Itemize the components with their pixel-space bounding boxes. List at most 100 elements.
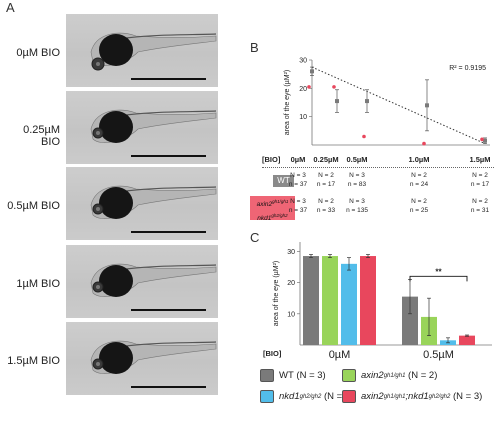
embryo-drawing: [90, 185, 217, 219]
count-n: n = 25: [409, 207, 429, 214]
bar: [402, 296, 418, 345]
y-axis-title: area of the eye (µM²): [273, 261, 280, 327]
mutant-label-axin2-sup: gh1/gh1: [272, 199, 289, 204]
count-n: n = 37: [288, 181, 308, 188]
scale-bar: [131, 231, 206, 233]
bar: [303, 256, 319, 345]
data-point-wt: [335, 99, 339, 104]
panel-b-letter: B: [250, 40, 259, 55]
legend-count: (N = 3): [293, 370, 326, 381]
legend-swatch: [342, 390, 356, 403]
count-N: N = 3: [349, 198, 365, 205]
trend-line: [311, 66, 486, 145]
data-point-mutant: [480, 137, 484, 142]
panel-a-letter: A: [6, 0, 15, 15]
embryo-micrograph: [66, 245, 218, 318]
bar: [322, 256, 338, 345]
count-N: N = 2: [411, 172, 427, 179]
y-tick-label: 10: [299, 114, 307, 121]
count-N: N = 2: [472, 172, 488, 179]
legend-swatch: [260, 390, 274, 403]
data-point-mutant: [332, 85, 336, 89]
y-tick-label: 30: [287, 249, 295, 256]
count-N: N = 2: [318, 198, 334, 205]
legend-label: axin2: [361, 391, 384, 402]
panel-b-bio-label: [BIO]: [262, 155, 281, 164]
concentration-label: 0.5µM BIO: [7, 200, 60, 212]
legend-swatch: [342, 369, 356, 382]
legend-label-sup2: gh2/gh2: [428, 393, 451, 400]
panel-c-letter: C: [250, 230, 260, 245]
data-point-mutant: [422, 141, 426, 146]
count-n: n = 17: [316, 181, 336, 188]
count-n: n = 31: [470, 207, 490, 214]
count-n: n = 24: [409, 181, 429, 188]
legend-count: (N = 2): [405, 370, 438, 381]
y-tick-label: 10: [287, 311, 295, 318]
scale-bar: [131, 155, 206, 157]
concentration-header: 0.5µM: [346, 155, 368, 164]
embryo-micrograph: [66, 14, 218, 87]
count-n: n = 37: [288, 207, 308, 214]
embryo-drawing: [90, 340, 217, 374]
bar: [421, 316, 437, 345]
concentration-header: 0µM: [290, 155, 306, 164]
y-axis-title: area of the eye (µM²): [284, 70, 291, 136]
category-label: 0µM: [329, 349, 351, 361]
legend-label-sup: gh1/gh1: [383, 393, 406, 400]
legend-label: axin2: [361, 370, 384, 381]
legend-label-sup: gh1/gh1: [383, 372, 406, 379]
concentration-header: 1.0µM: [408, 155, 430, 164]
data-point-mutant: [362, 134, 366, 139]
legend-label-mid: ;nkd1: [405, 391, 429, 402]
concentration-label: 0.25µM BIO: [23, 124, 60, 148]
count-n: n = 83: [347, 181, 367, 188]
table-separator: [262, 167, 494, 168]
mutant-genotype-badge: axin2gh1/gh1 nkd1gh2/gh2: [250, 196, 295, 223]
bar: [459, 335, 475, 345]
embryo-drawing: [90, 32, 217, 71]
bar: [440, 340, 456, 345]
embryo-drawing: [90, 109, 217, 143]
legend-count: (N = 3): [450, 391, 483, 402]
concentration-header: 0.25µM: [313, 155, 339, 164]
legend-label-sup: gh2/gh2: [299, 393, 322, 400]
mutant-label-axin2: axin2: [256, 201, 273, 209]
category-label: 0.5µM: [423, 349, 454, 361]
y-tick-label: 20: [299, 86, 307, 93]
scale-bar: [131, 309, 206, 311]
y-tick-label: 20: [287, 280, 295, 287]
embryo-drawing: [90, 263, 217, 297]
r-squared-label: R² = 0.9195: [449, 65, 486, 72]
data-point-mutant: [307, 85, 311, 89]
mutant-label-nkd1: nkd1: [257, 215, 272, 223]
y-tick-label: 30: [299, 58, 307, 65]
count-N: N = 2: [318, 172, 334, 179]
legend-swatch: [260, 369, 274, 382]
data-point-wt: [310, 69, 314, 74]
embryo-micrograph: [66, 322, 218, 395]
count-N: N = 3: [290, 198, 306, 205]
count-N: N = 3: [290, 172, 306, 179]
legend-label: WT: [279, 370, 294, 381]
legend-item: nkd1 gh2/gh2 (N = 2): [260, 390, 353, 403]
count-N: N = 2: [472, 198, 488, 205]
legend-item: axin2 gh1/gh1 (N = 2): [342, 369, 437, 382]
concentration-label: 0µM BIO: [16, 47, 60, 59]
scale-bar: [131, 78, 206, 80]
data-point-wt: [425, 103, 429, 108]
count-n: n = 33: [316, 207, 336, 214]
concentration-label: 1.5µM BIO: [7, 355, 60, 367]
count-n: n = 135: [346, 207, 368, 214]
data-point-wt: [365, 99, 369, 104]
concentration-header: 1.5µM: [469, 155, 491, 164]
concentration-label: 1µM BIO: [16, 278, 60, 290]
legend-label: nkd1: [279, 391, 300, 402]
count-N: N = 2: [411, 198, 427, 205]
legend-item: axin2 gh1/gh1 ;nkd1 gh2/gh2 (N = 3): [342, 390, 482, 403]
embryo-micrograph: [66, 167, 218, 240]
bar: [360, 256, 376, 345]
bar: [341, 263, 357, 345]
significance-label: **: [435, 267, 442, 276]
wt-genotype-badge: WT: [273, 175, 294, 187]
